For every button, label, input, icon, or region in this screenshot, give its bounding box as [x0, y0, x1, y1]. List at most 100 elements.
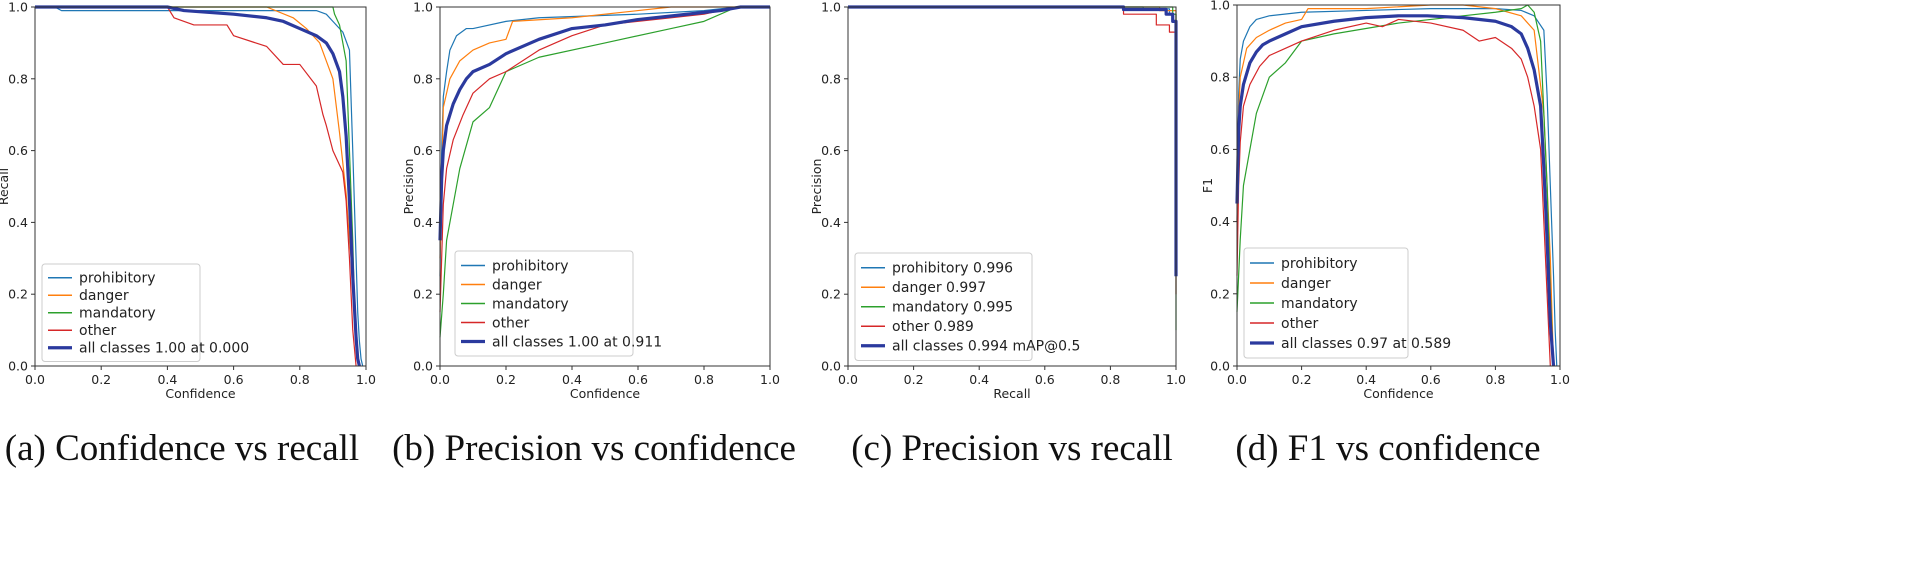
x-tick-label: 0.8 — [1100, 372, 1120, 387]
y-tick-label: 0.2 — [413, 287, 433, 302]
y-tick-label: 0.4 — [413, 215, 433, 230]
x-tick-label: 0.2 — [91, 372, 111, 387]
legend-label-mandatory: mandatory — [79, 306, 156, 322]
x-tick-label: 0.0 — [430, 372, 450, 387]
legend-label-other: other — [492, 315, 530, 331]
x-tick-label: 0.6 — [1421, 372, 1441, 387]
y-tick-label: 0.4 — [8, 215, 28, 230]
x-axis-label: Confidence — [165, 386, 236, 401]
y-tick-label: 0.0 — [821, 359, 841, 374]
y-axis-label: F1 — [1200, 178, 1215, 193]
series-line-other — [439, 6, 770, 313]
legend-label-prohibitory: prohibitory 0.996 — [892, 261, 1013, 277]
x-tick-label: 0.8 — [694, 372, 714, 387]
legend-label-danger: danger 0.997 — [892, 280, 986, 296]
legend-box — [1243, 247, 1409, 359]
legend-label-other: other — [79, 323, 117, 339]
legend-label-mandatory: mandatory 0.995 — [892, 300, 1013, 316]
legend-label-prohibitory: prohibitory — [1281, 256, 1358, 272]
legend-box — [41, 263, 201, 362]
series-line-other — [1236, 18, 1551, 367]
legend-box — [854, 252, 1033, 361]
series-line-all — [35, 5, 361, 367]
y-tick-label: 0.6 — [413, 143, 433, 158]
x-tick-label: 0.4 — [562, 372, 582, 387]
legend-label-danger: danger — [492, 277, 542, 293]
series-line-prohibitory — [1236, 8, 1558, 367]
x-tick-label: 1.0 — [356, 372, 376, 387]
series-line-danger — [439, 6, 770, 259]
series-line-all — [438, 5, 770, 241]
x-tick-label: 1.0 — [760, 372, 780, 387]
plot-frame — [34, 6, 367, 367]
legend-label-other: other — [1281, 316, 1319, 332]
series-line-all — [1235, 14, 1556, 367]
plot-frame — [439, 6, 771, 367]
y-tick-label: 0.0 — [1210, 359, 1230, 374]
x-tick-label: 1.0 — [1550, 372, 1570, 387]
panel-caption: (b) Precision vs confidence — [392, 428, 796, 469]
y-axis-label: Recall — [0, 168, 11, 205]
series-line-prohibitory — [35, 6, 364, 367]
x-tick-label: 1.0 — [1166, 372, 1186, 387]
x-tick-label: 0.6 — [628, 372, 648, 387]
x-tick-label: 0.0 — [25, 372, 45, 387]
legend-label-danger: danger — [1281, 276, 1331, 292]
x-tick-label: 0.2 — [1292, 372, 1312, 387]
y-tick-label: 0.2 — [821, 287, 841, 302]
series-line-all — [848, 5, 1178, 277]
y-tick-label: 0.2 — [8, 287, 28, 302]
legend-label-mandatory: mandatory — [492, 296, 569, 312]
chart-panel-3: 0.0 0.2 0.4 0.6 0.8 1.0 0.0 0.2 0.4 0.6 0.8 1.0 Reca… — [809, 0, 1186, 469]
legend: prohibitory danger mandatory other all class… — [1243, 247, 1451, 359]
legend-label-all: all classes 0.97 at 0.589 — [1281, 336, 1451, 352]
legend-label-mandatory: mandatory — [1281, 296, 1358, 312]
plot-frame — [1236, 4, 1561, 367]
series-line-mandatory — [439, 6, 770, 338]
series-line-prohibitory — [439, 6, 770, 277]
y-tick-label: 0.8 — [1210, 70, 1230, 85]
y-tick-label: 0.8 — [821, 71, 841, 86]
panel-caption: (c) Precision vs recall — [851, 428, 1173, 469]
x-tick-label: 0.4 — [969, 372, 989, 387]
x-axis-label: Confidence — [570, 386, 641, 401]
chart-panel-2: 0.0 0.2 0.4 0.6 0.8 1.0 0.0 0.2 0.4 0.6 0.8 1.0 Conf… — [392, 0, 796, 469]
legend-box — [454, 250, 634, 357]
legend-label-other: other 0.989 — [892, 319, 974, 335]
legend-label-prohibitory: prohibitory — [492, 258, 569, 274]
panel-caption: (d) F1 vs confidence — [1235, 428, 1540, 469]
x-tick-label: 0.0 — [838, 372, 858, 387]
x-tick-label: 0.2 — [496, 372, 516, 387]
legend-label-all: all classes 1.00 at 0.000 — [79, 341, 249, 357]
legend-label-all: all classes 1.00 at 0.911 — [492, 334, 662, 350]
series-line-other — [35, 6, 357, 367]
y-axis-label: Precision — [809, 159, 824, 215]
y-tick-label: 0.8 — [8, 71, 28, 86]
panel-caption: (a) Confidence vs recall — [5, 428, 359, 469]
series-line-other — [848, 6, 1177, 295]
y-tick-label: 0.6 — [821, 143, 841, 158]
y-tick-label: 0.2 — [1210, 286, 1230, 301]
legend: prohibitory danger mandatory other all class… — [454, 250, 662, 357]
x-axis-label: Confidence — [1363, 386, 1434, 401]
series-line-danger — [848, 6, 1177, 259]
y-tick-label: 0.8 — [413, 71, 433, 86]
x-tick-label: 0.4 — [1356, 372, 1376, 387]
legend-label-prohibitory: prohibitory — [79, 271, 156, 287]
y-tick-label: 1.0 — [413, 0, 433, 15]
series-line-prohibitory — [848, 6, 1177, 277]
series-line-mandatory — [1236, 4, 1555, 367]
legend: prohibitory 0.996 danger 0.997 mandatory 0… — [854, 252, 1080, 361]
y-tick-label: 1.0 — [1210, 0, 1230, 13]
y-axis-label: Precision — [401, 159, 416, 215]
y-tick-label: 0.4 — [1210, 214, 1230, 229]
y-tick-label: 0.6 — [1210, 142, 1230, 157]
x-axis-label: Recall — [993, 386, 1030, 401]
x-tick-label: 0.4 — [157, 372, 177, 387]
x-tick-label: 0.0 — [1227, 372, 1247, 387]
y-tick-label: 0.0 — [8, 359, 28, 374]
y-tick-label: 0.0 — [413, 359, 433, 374]
legend-label-danger: danger — [79, 288, 129, 304]
